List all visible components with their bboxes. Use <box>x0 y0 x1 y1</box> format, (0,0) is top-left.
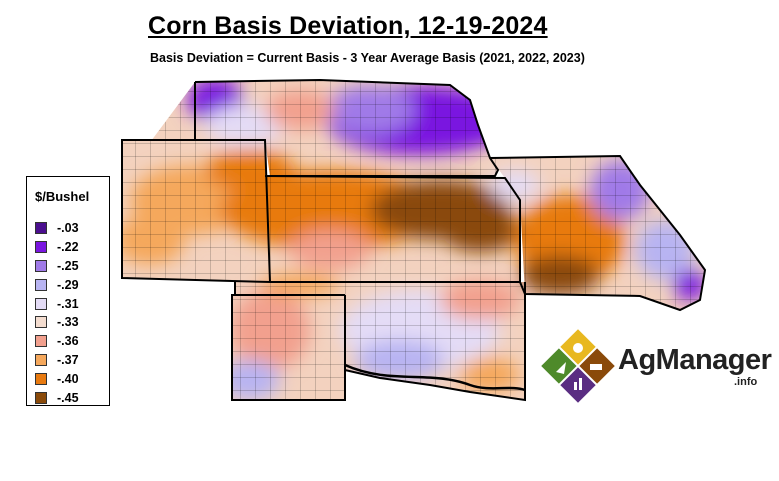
logo-suffix: .info <box>734 376 758 388</box>
legend-item: -.33 <box>35 313 79 332</box>
legend-label: -.31 <box>57 296 79 311</box>
legend-title: $/Bushel <box>35 189 90 204</box>
legend-swatch <box>35 259 47 272</box>
legend-swatch <box>35 222 47 235</box>
legend-item: -.03 <box>35 219 79 238</box>
legend-label: -.36 <box>57 334 79 349</box>
legend-item: -.37 <box>35 351 79 370</box>
legend-item: -.36 <box>35 332 79 351</box>
legend-label: -.45 <box>57 390 79 405</box>
legend-swatch <box>35 353 47 366</box>
legend: $/Bushel -.03 -.22 -.25 -.29 -.31 -.33 -.36 -.3… <box>26 176 110 406</box>
map-title: Corn Basis Deviation, 12-19-2024 <box>148 12 548 40</box>
legend-label: -.37 <box>57 352 79 367</box>
legend-label: -.22 <box>57 240 79 255</box>
legend-item: -.31 <box>35 294 79 313</box>
agmanager-logo: AgManager .info <box>538 326 772 406</box>
legend-swatch <box>35 316 47 329</box>
legend-label: -.33 <box>57 315 79 330</box>
legend-swatch <box>35 335 47 348</box>
legend-item: -.25 <box>35 257 79 276</box>
legend-label: -.25 <box>57 258 79 273</box>
logo-diamond-icon <box>541 329 615 403</box>
legend-item: -.45 <box>35 388 79 407</box>
legend-item: -.29 <box>35 275 79 294</box>
legend-label: -.03 <box>57 221 79 236</box>
map-subtitle: Basis Deviation = Current Basis - 3 Year… <box>150 51 585 65</box>
logo-name: AgManager <box>618 344 772 376</box>
legend-swatch <box>35 278 47 291</box>
legend-label: -.29 <box>57 277 79 292</box>
legend-item: -.22 <box>35 238 79 257</box>
legend-swatch <box>35 241 47 254</box>
state-borders <box>121 78 707 402</box>
legend-item: -.40 <box>35 369 79 388</box>
legend-swatch <box>35 372 47 385</box>
legend-items: -.03 -.22 -.25 -.29 -.31 -.33 -.36 -.37 -.40 -.45 <box>35 219 79 407</box>
legend-swatch <box>35 297 47 310</box>
legend-label: -.40 <box>57 371 79 386</box>
legend-swatch <box>35 391 47 404</box>
